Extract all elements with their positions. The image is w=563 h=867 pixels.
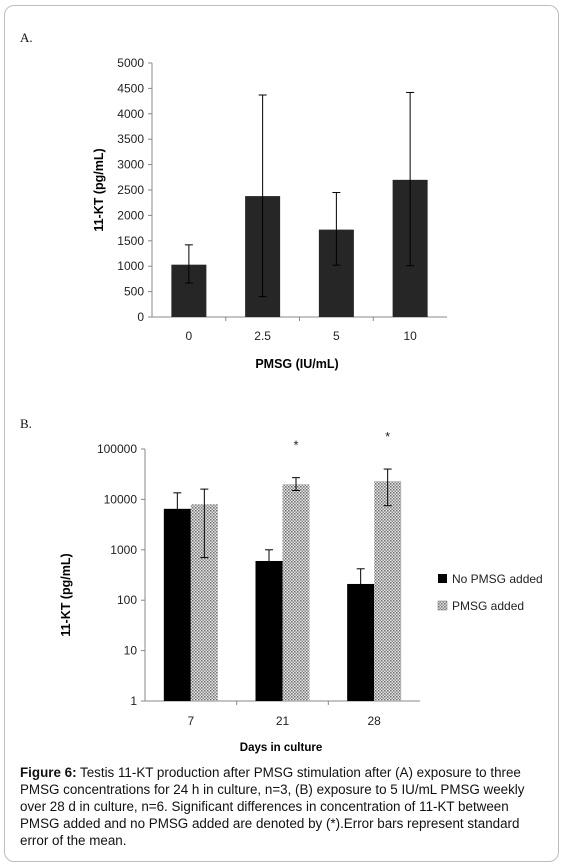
chart-a-ylabel: 11-KT (pg/mL): [92, 148, 106, 231]
chart-b-error-bar: [173, 492, 182, 531]
chart-b-error-bar: [200, 488, 209, 559]
chart-a-ytick-label: 1500: [117, 234, 144, 248]
chart-b-ytick-label: 100000: [97, 442, 137, 456]
chart-a-error-bar: [258, 94, 267, 298]
chart-a-xlabel: PMSG (IU/mL): [255, 357, 338, 371]
caption-text: Testis 11-KT production after PMSG stimu…: [20, 765, 525, 848]
chart-a: 0 500 1000 1500 2000 2500 3000 3500 4000 4500 5000…: [92, 56, 447, 371]
figure-caption: Figure 6: Testis 11-KT production after …: [20, 764, 548, 849]
chart-a-ytick-label: 4500: [117, 81, 144, 95]
panel-b-label: B.: [20, 416, 32, 431]
chart-a-ytick-label: 3500: [117, 132, 144, 146]
chart-b-bar-series2: [374, 481, 402, 701]
chart-b-xlabel: Days in culture: [240, 742, 322, 754]
chart-a-error-bar: [406, 91, 415, 267]
chart-b-ytick-label: 1: [130, 694, 137, 708]
chart-b-error-bar: [292, 477, 300, 492]
chart-a-ytick-label: 1000: [117, 259, 144, 273]
chart-b-ytick-label: 1000: [110, 543, 137, 557]
chart-a-ytick-label: 0: [137, 310, 144, 324]
significance-marker: *: [385, 429, 390, 444]
chart-a-ytick-label: 3000: [117, 158, 144, 172]
chart-b-bar-series1: [347, 583, 375, 701]
chart-a-ytick-label: 2500: [117, 183, 144, 197]
legend-label-series2: PMSG added: [452, 599, 524, 613]
chart-a-xtick-label: 2.5: [254, 329, 271, 343]
significance-marker: *: [293, 438, 298, 453]
chart-b-ylabel: 11-KT (pg/mL): [59, 553, 73, 636]
panel-a-label: A.: [20, 30, 33, 45]
chart-b-error-bar: [356, 568, 365, 601]
chart-b-xtick-label: 21: [276, 714, 290, 728]
chart-a-ytick-label: 2000: [117, 208, 144, 222]
chart-a-error-bar: [332, 192, 341, 266]
chart-b-ytick-label: 10: [124, 644, 138, 658]
chart-b-bar-series2: [282, 484, 310, 701]
chart-b-ytick-label: 10000: [104, 492, 138, 506]
legend-label-series1: No PMSG added: [452, 572, 543, 586]
chart-b-bar-series1: [255, 560, 283, 701]
chart-a-ytick-label: 4000: [117, 107, 144, 121]
chart-b-bar-series1: [163, 508, 191, 701]
figure-frame: [4, 5, 559, 862]
chart-a-xtick-label: 0: [186, 329, 193, 343]
chart-b-error-bar: [383, 468, 392, 507]
chart-b-ytick-label: 100: [117, 593, 137, 607]
chart-b-xtick-label: 28: [367, 714, 381, 728]
legend-swatch-series1: [438, 574, 447, 583]
legend-swatch-series2: [437, 600, 448, 611]
chart-a-xtick-label: 10: [403, 329, 417, 343]
chart-b: 1 10 100 1000 10000 100000 7 21 * 28 * No PMSG ad…: [59, 429, 543, 754]
caption-figure-label: Figure 6:: [20, 765, 77, 780]
chart-a-error-bar: [184, 244, 193, 284]
chart-a-ytick-label: 5000: [117, 56, 144, 70]
chart-b-error-bar: [265, 549, 273, 572]
chart-a-xtick-label: 5: [333, 329, 340, 343]
chart-b-xtick-label: 7: [187, 714, 194, 728]
chart-a-ytick-label: 500: [124, 285, 144, 299]
